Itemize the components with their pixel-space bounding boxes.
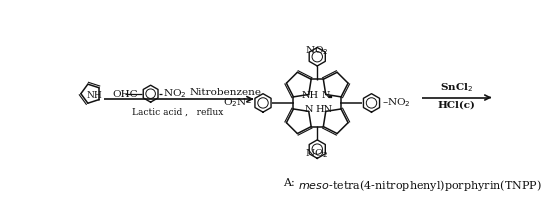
Text: N: N xyxy=(321,92,330,100)
Text: NH: NH xyxy=(87,91,102,100)
Text: HN: HN xyxy=(316,105,333,114)
Text: NO$_2$: NO$_2$ xyxy=(305,44,329,57)
Text: O$_2$N–: O$_2$N– xyxy=(223,97,252,109)
Text: SnCl$_2$: SnCl$_2$ xyxy=(440,82,473,94)
Text: OHC: OHC xyxy=(112,90,138,99)
Text: Lactic acid ,   reflux: Lactic acid , reflux xyxy=(132,108,223,117)
Text: HCl(c): HCl(c) xyxy=(438,101,476,110)
Text: –NO$_2$: –NO$_2$ xyxy=(382,97,411,109)
Text: N: N xyxy=(305,105,313,114)
Text: A:: A: xyxy=(283,178,298,188)
Text: NO$_2$: NO$_2$ xyxy=(305,147,329,160)
Text: NH: NH xyxy=(302,92,319,100)
Text: NO$_2$: NO$_2$ xyxy=(163,87,187,100)
Text: Nitrobenzene: Nitrobenzene xyxy=(189,88,261,97)
Text: $\it{meso}$-tetra(4-nitrophenyl)porphyrin(TNPP): $\it{meso}$-tetra(4-nitrophenyl)porphyri… xyxy=(298,178,542,193)
